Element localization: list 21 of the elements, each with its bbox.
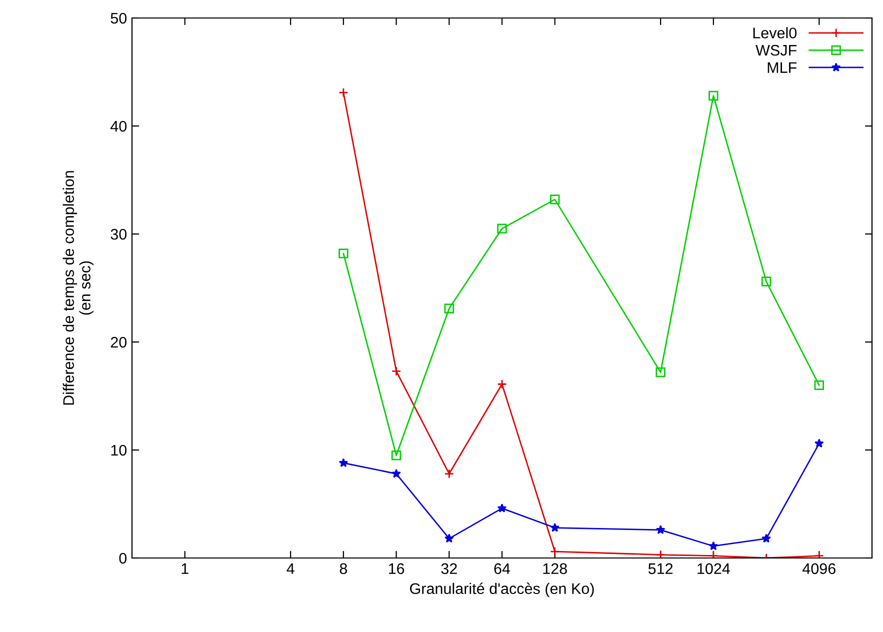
legend-label: WSJF [756,44,797,56]
x-tick-label: 8 [340,563,348,574]
y-tick-label: 0 [119,552,127,564]
y-axis-title: Difference de temps de completion (en sec) [62,171,94,405]
y-tick-label: 30 [110,228,127,240]
x-tick-label: 512 [648,563,673,574]
x-tick-label: 4 [286,563,294,574]
x-tick-label: 1 [182,563,188,574]
y-tick-label: 10 [111,444,127,456]
legend-label: Level0 [753,27,797,38]
x-tick-label: 1024 [698,563,730,574]
y-tick-label: 50 [110,12,127,24]
y-tick-label: 40 [110,120,127,132]
x-axis-title: Granularité d'accès (en Ko) [410,582,594,598]
x-tick-label: 64 [494,563,510,574]
legend-label: MLF [768,62,797,73]
x-tick-label: 4096 [802,563,836,574]
x-tick-label: 32 [441,563,457,574]
x-tick-label: 128 [543,563,567,574]
x-tick-label: 16 [388,563,404,574]
y-tick-label: 20 [110,336,127,348]
